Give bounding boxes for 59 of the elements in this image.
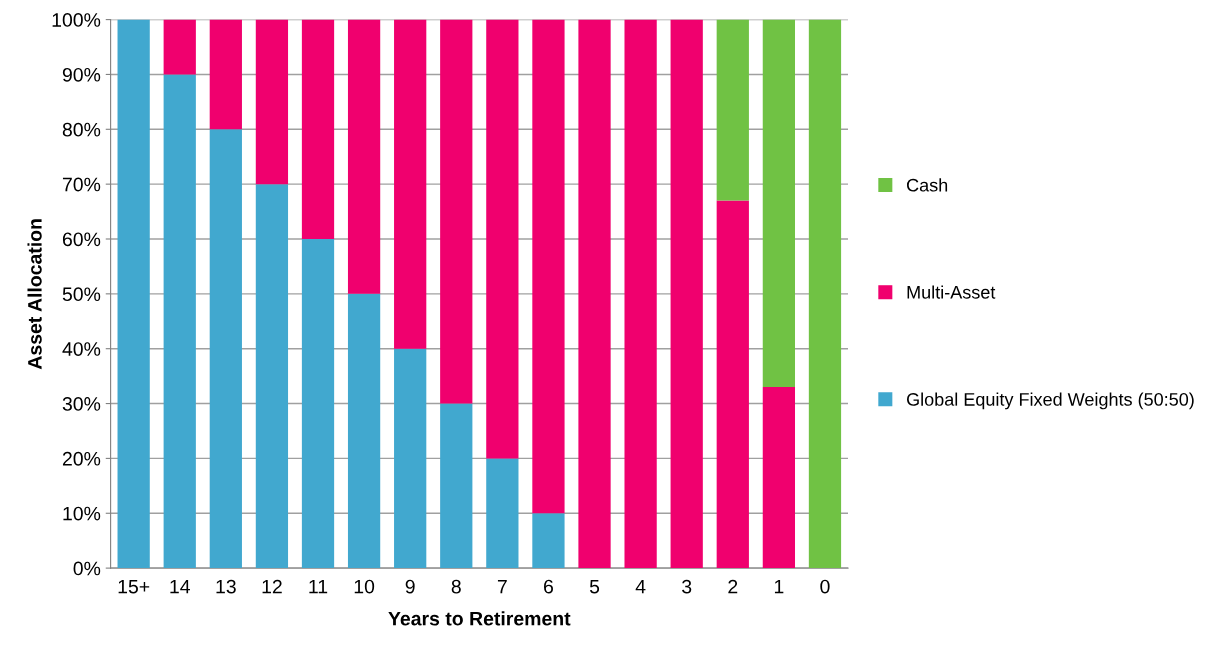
bar <box>255 184 289 569</box>
x-tick-label: 4 <box>635 579 646 594</box>
y-tick-label: 0% <box>73 561 101 576</box>
x-tick-label: 13 <box>216 579 236 594</box>
bar <box>762 19 796 388</box>
bar <box>209 19 242 130</box>
bar <box>532 19 565 514</box>
x-tick-label: 1 <box>774 579 784 594</box>
y-tick-label: 60% <box>62 232 101 247</box>
bar <box>716 200 749 569</box>
x-tick-label: 6 <box>544 579 553 594</box>
bar <box>117 19 150 569</box>
y-tick-label: 40% <box>62 342 101 356</box>
bar <box>532 513 565 569</box>
y-tick-label: 20% <box>62 451 101 466</box>
x-tick-label: 12 <box>262 579 282 594</box>
bar <box>440 403 473 569</box>
bar <box>716 19 749 201</box>
bar <box>486 458 519 569</box>
x-tick-label: 2 <box>728 579 738 594</box>
x-tick-label: 0 <box>820 579 830 594</box>
legend-label: Global Equity Fixed Weights (50:50) <box>907 392 1194 410</box>
y-axis-title: Asset Allocation <box>27 219 42 370</box>
bar <box>670 19 703 569</box>
bar <box>440 19 473 404</box>
bar <box>301 239 335 569</box>
bar <box>163 19 196 75</box>
bar <box>486 19 519 459</box>
bar <box>624 19 657 569</box>
x-tick-label: 10 <box>354 579 375 594</box>
bar <box>209 129 242 569</box>
y-tick-label: 30% <box>62 397 101 411</box>
bar <box>808 19 842 569</box>
legend-label: Cash <box>907 178 948 192</box>
x-tick-label: 5 <box>589 579 600 594</box>
bar <box>347 293 381 569</box>
x-tick-label: 7 <box>497 579 507 594</box>
bar <box>255 19 289 185</box>
y-tick-label: 10% <box>63 506 101 521</box>
bar <box>163 74 196 569</box>
bar <box>394 19 427 349</box>
bar <box>301 19 335 239</box>
y-tick-label: 50% <box>62 287 101 302</box>
bar <box>394 348 427 569</box>
x-tick-label: 14 <box>170 579 190 594</box>
bar <box>578 19 611 569</box>
x-tick-label: 15+ <box>118 579 150 594</box>
x-axis-title: Years to Retirement <box>388 611 571 626</box>
x-tick-label: 11 <box>309 579 328 594</box>
y-tick-label: 100% <box>52 13 101 27</box>
bar <box>762 387 796 569</box>
x-tick-label: 3 <box>682 579 692 594</box>
x-tick-label: 8 <box>451 579 461 594</box>
y-tick-label: 70% <box>62 177 101 192</box>
y-tick-label: 90% <box>62 67 101 82</box>
x-tick-label: 9 <box>405 579 415 594</box>
y-tick-label: 80% <box>62 122 101 137</box>
bar <box>347 19 381 294</box>
legend-label: Multi-Asset <box>907 285 996 299</box>
